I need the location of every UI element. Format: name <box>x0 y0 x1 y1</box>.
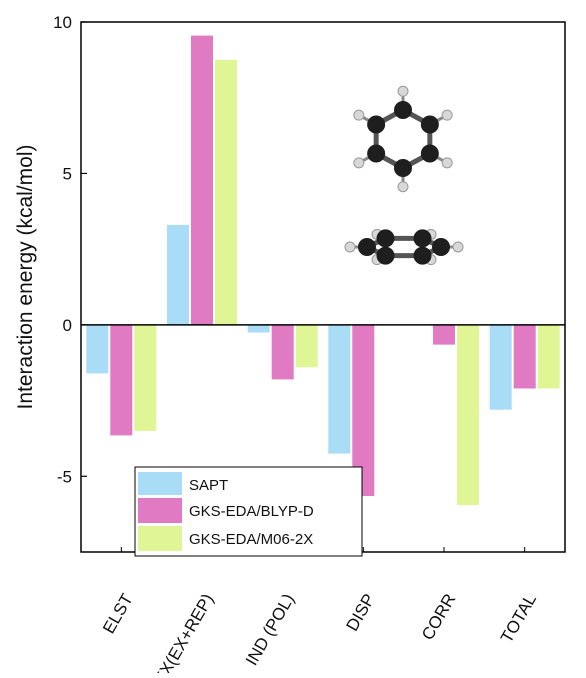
legend-item-sapt: SAPT <box>138 472 228 495</box>
x-tick-label: TOTAL <box>497 591 540 647</box>
benzene-bottom <box>344 228 464 266</box>
bar-ind-pol-series-3 <box>295 324 318 368</box>
y-tick-label: -5 <box>57 467 72 486</box>
legend-item-gks-eda-m06-2x: GKS-EDA/M06-2X <box>138 526 313 551</box>
legend-swatch-gks-eda-m06-2x <box>138 526 182 551</box>
bar-disp-series-1 <box>328 324 351 454</box>
hydrogen-atom <box>397 181 409 193</box>
carbon-atom <box>367 115 386 134</box>
y-tick-label: 5 <box>63 164 72 183</box>
carbon-atom <box>376 229 395 248</box>
legend-label-gks-eda-m06-2x: GKS-EDA/M06-2X <box>189 531 313 548</box>
carbon-atom <box>413 246 432 265</box>
carbon-atom <box>413 229 432 248</box>
legend: SAPT GKS-EDA/BLYP-D GKS-EDA/M06-2X <box>134 466 363 557</box>
hydrogen-atom <box>397 85 409 97</box>
y-axis: 10 5 0 -5 <box>53 13 87 486</box>
x-tick-label: CORR <box>418 591 459 644</box>
x-tick-label: EX(EX+REP) <box>150 591 217 674</box>
carbon-atom <box>432 238 450 256</box>
bar-corr-series-3 <box>457 324 479 506</box>
hydrogen-atom <box>353 109 365 121</box>
bar-ex-ex-rep-series-1 <box>167 224 189 325</box>
bar-total-series-2 <box>513 324 536 389</box>
benzene-top <box>353 85 453 193</box>
x-tick-label: IND (POL) <box>242 591 298 669</box>
bar-ind-pol-series-1 <box>247 324 270 333</box>
y-tick-label: 0 <box>63 316 72 335</box>
legend-label-sapt: SAPT <box>189 477 228 494</box>
bar-disp-series-2 <box>352 324 375 496</box>
x-tick-label: ELST <box>99 591 137 637</box>
hydrogen-atom <box>452 241 464 253</box>
carbon-atom <box>394 159 412 177</box>
y-axis-label: Interaction energy (kcal/mol) <box>14 145 37 410</box>
hydrogen-atom <box>441 109 453 121</box>
bar-ex-ex-rep-series-2 <box>191 35 213 325</box>
y-tick-label: 10 <box>53 13 72 32</box>
bar-elst-series-1 <box>86 324 109 374</box>
benzene-dimer-molecule <box>344 85 464 266</box>
hydrogen-atom <box>353 157 365 169</box>
carbon-atom <box>420 115 439 134</box>
carbon-atom <box>420 144 439 163</box>
legend-swatch-gks-eda-blyp-d <box>138 498 182 523</box>
legend-swatch-sapt <box>138 472 182 495</box>
x-axis: ELST EX(EX+REP) IND (POL) DISP CORR TOTAL <box>99 547 540 678</box>
bar-ex-ex-rep-series-3 <box>215 59 237 325</box>
bar-ind-pol-series-2 <box>271 324 294 380</box>
carbon-atom <box>394 101 412 119</box>
bar-corr-series-2 <box>433 324 455 345</box>
bar-elst-series-3 <box>134 324 157 431</box>
hydrogen-atom <box>441 157 453 169</box>
carbon-atom <box>376 246 395 265</box>
x-tick-label: DISP <box>342 591 378 635</box>
bars-layer <box>86 35 560 506</box>
hydrogen-atom <box>344 241 356 253</box>
carbon-atom <box>358 238 376 256</box>
bar-elst-series-2 <box>110 324 133 436</box>
legend-item-gks-eda-blyp-d: GKS-EDA/BLYP-D <box>138 498 314 523</box>
bar-total-series-1 <box>489 324 512 410</box>
legend-label-gks-eda-blyp-d: GKS-EDA/BLYP-D <box>189 503 314 520</box>
bar-total-series-3 <box>537 324 560 389</box>
carbon-atom <box>367 144 386 163</box>
